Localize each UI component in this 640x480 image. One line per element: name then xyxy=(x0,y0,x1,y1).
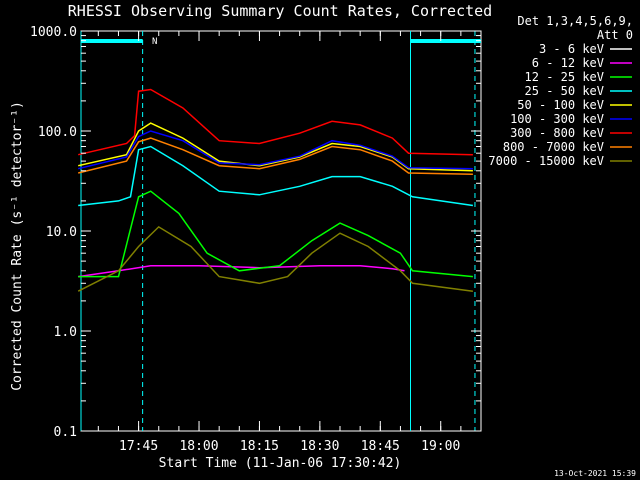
y-tick-label: 100.0 xyxy=(38,125,77,140)
x-tick-label: 19:00 xyxy=(421,439,460,454)
x-tick-label: 18:15 xyxy=(240,439,279,454)
series-line xyxy=(78,145,474,207)
y-tick-label: 0.1 xyxy=(54,425,77,440)
legend-entry-label: 800 - 7000 keV xyxy=(503,140,604,154)
legend-header-line-1: Det 1,3,4,5,6,9, xyxy=(517,14,633,28)
series-line xyxy=(170,300,369,332)
y-tick-label: 10.0 xyxy=(46,225,77,240)
x-tick-label: 18:45 xyxy=(361,439,400,454)
axes: 0.1 1.0 10.0 100.0 1000.0 17:45 18:00 18:15 18:3… xyxy=(30,25,482,454)
legend-entry-label: 100 - 300 keV xyxy=(510,112,604,126)
series-line xyxy=(77,225,473,292)
vertical-markers xyxy=(80,31,481,431)
chart-title: RHESSI Observing Summary Count Rates, Co… xyxy=(68,2,492,20)
legend-entry-label: 6 - 12 keV xyxy=(532,56,604,70)
legend-entry-label: 25 - 50 keV xyxy=(525,84,604,98)
legend-entry-label: 50 - 100 keV xyxy=(517,98,604,112)
y-tick-label: 1000.0 xyxy=(30,25,77,40)
legend-header-line-2: Att 0 xyxy=(597,28,633,42)
series-line xyxy=(78,130,473,170)
legend-entry-label: 3 - 6 keV xyxy=(539,42,604,56)
x-axis-label: Start Time (11-Jan-06 17:30:42) xyxy=(159,456,402,471)
timestamp: 13-Oct-2021 15:39 xyxy=(554,469,636,478)
series-line xyxy=(78,137,473,175)
x-tick-label: 18:30 xyxy=(300,439,339,454)
legend-entry-label: 12 - 25 keV xyxy=(525,70,604,84)
y-tick-label: 1.0 xyxy=(54,325,77,340)
series-line xyxy=(78,190,473,278)
x-tick-label: 17:45 xyxy=(119,439,158,454)
night-marker: N xyxy=(152,37,157,47)
y-axis-label: Corrected Count Rate (s⁻¹ detector⁻¹) xyxy=(10,101,25,391)
legend-entry-label: 7000 - 15000 keV xyxy=(488,154,604,168)
legend-entry-label: 300 - 800 keV xyxy=(510,126,604,140)
x-tick-label: 18:00 xyxy=(179,439,218,454)
series-line xyxy=(78,88,473,156)
series-lines xyxy=(77,88,474,332)
